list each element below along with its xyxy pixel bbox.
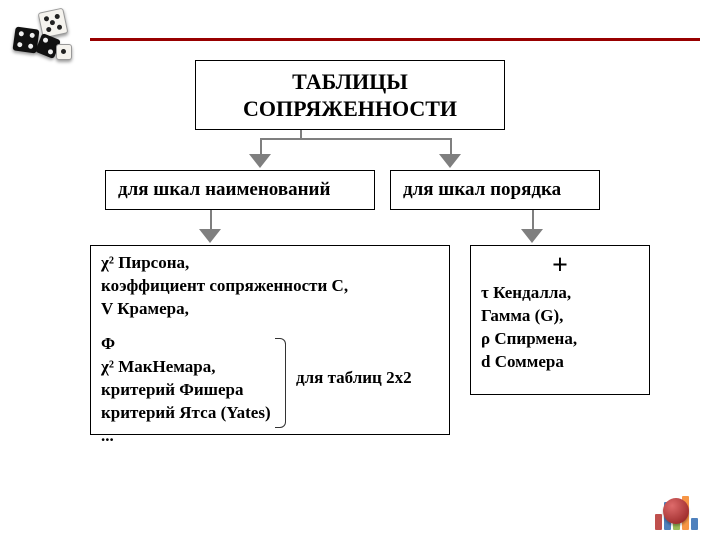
ordinal-methods-box: + τ Кендалла, Гамма (G), ρ Спирмена, d С…	[470, 245, 650, 395]
list-item: Φ	[101, 333, 439, 356]
bracket-icon	[275, 338, 286, 428]
nominal-methods-box: χ² Пирсона, коэффициент сопряженности С,…	[90, 245, 450, 435]
header-rule	[90, 38, 700, 41]
list-item: d Соммера	[481, 351, 639, 374]
mini-chart-icon	[653, 490, 708, 530]
connector	[300, 130, 302, 138]
list-item: χ² Пирсона,	[101, 252, 439, 275]
bracket-label: для таблиц 2x2	[296, 368, 412, 388]
title-box: ТАБЛИЦЫ СОПРЯЖЕННОСТИ	[195, 60, 505, 130]
list-item: V Крамера,	[101, 298, 439, 321]
list-item: ρ Спирмена,	[481, 328, 639, 351]
list-item: коэффициент сопряженности С,	[101, 275, 439, 298]
branch-nominal-label: для шкал наименований	[118, 179, 330, 201]
branch-ordinal-label: для шкал порядка	[403, 179, 561, 201]
branch-ordinal-box: для шкал порядка	[390, 170, 600, 210]
list-item: ...	[101, 425, 439, 448]
list-item: Гамма (G),	[481, 305, 639, 328]
connector	[532, 210, 534, 230]
arrow-down-icon	[439, 154, 461, 168]
arrow-down-icon	[199, 229, 221, 243]
dice-icon	[8, 10, 78, 65]
arrow-down-icon	[249, 154, 271, 168]
connector	[260, 138, 452, 140]
list-item: критерий Ятса (Yates)	[101, 402, 439, 425]
title-line2: СОПРЯЖЕННОСТИ	[206, 95, 494, 123]
connector	[210, 210, 212, 230]
arrow-down-icon	[521, 229, 543, 243]
branch-nominal-box: для шкал наименований	[105, 170, 375, 210]
list-item: τ Кендалла,	[481, 282, 639, 305]
title-line1: ТАБЛИЦЫ	[206, 68, 494, 96]
plus-icon: +	[481, 252, 639, 280]
